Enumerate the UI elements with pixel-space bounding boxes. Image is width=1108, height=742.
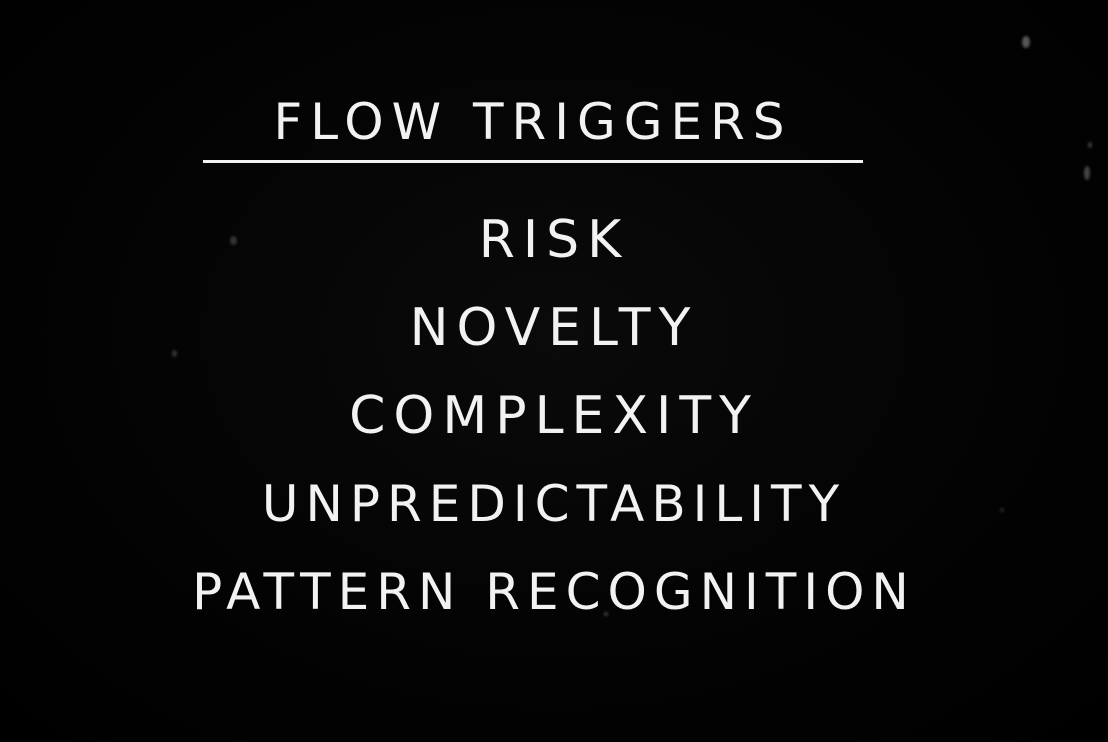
trigger-item-complexity: COMPLEXITY bbox=[349, 386, 759, 446]
trigger-item-novelty: NOVELTY bbox=[409, 298, 699, 358]
dust-speck bbox=[738, 516, 742, 520]
dust-speck bbox=[604, 612, 608, 616]
dust-speck bbox=[1022, 36, 1030, 48]
dust-speck bbox=[1084, 166, 1090, 180]
trigger-item-pattern-recognition: PATTERN RECOGNITION bbox=[192, 563, 916, 621]
dust-speck bbox=[230, 236, 237, 245]
dust-speck bbox=[172, 350, 177, 357]
dust-speck bbox=[1088, 142, 1092, 148]
trigger-item-risk: RISK bbox=[478, 210, 630, 270]
trigger-list: RISK NOVELTY COMPLEXITY UNPREDICTABILITY… bbox=[0, 196, 1108, 636]
slide-title: FLOW TRIGGERS bbox=[273, 93, 793, 151]
title-underline bbox=[203, 160, 863, 163]
trigger-item-unpredictability: UNPREDICTABILITY bbox=[261, 475, 847, 533]
dust-speck bbox=[1000, 508, 1004, 512]
